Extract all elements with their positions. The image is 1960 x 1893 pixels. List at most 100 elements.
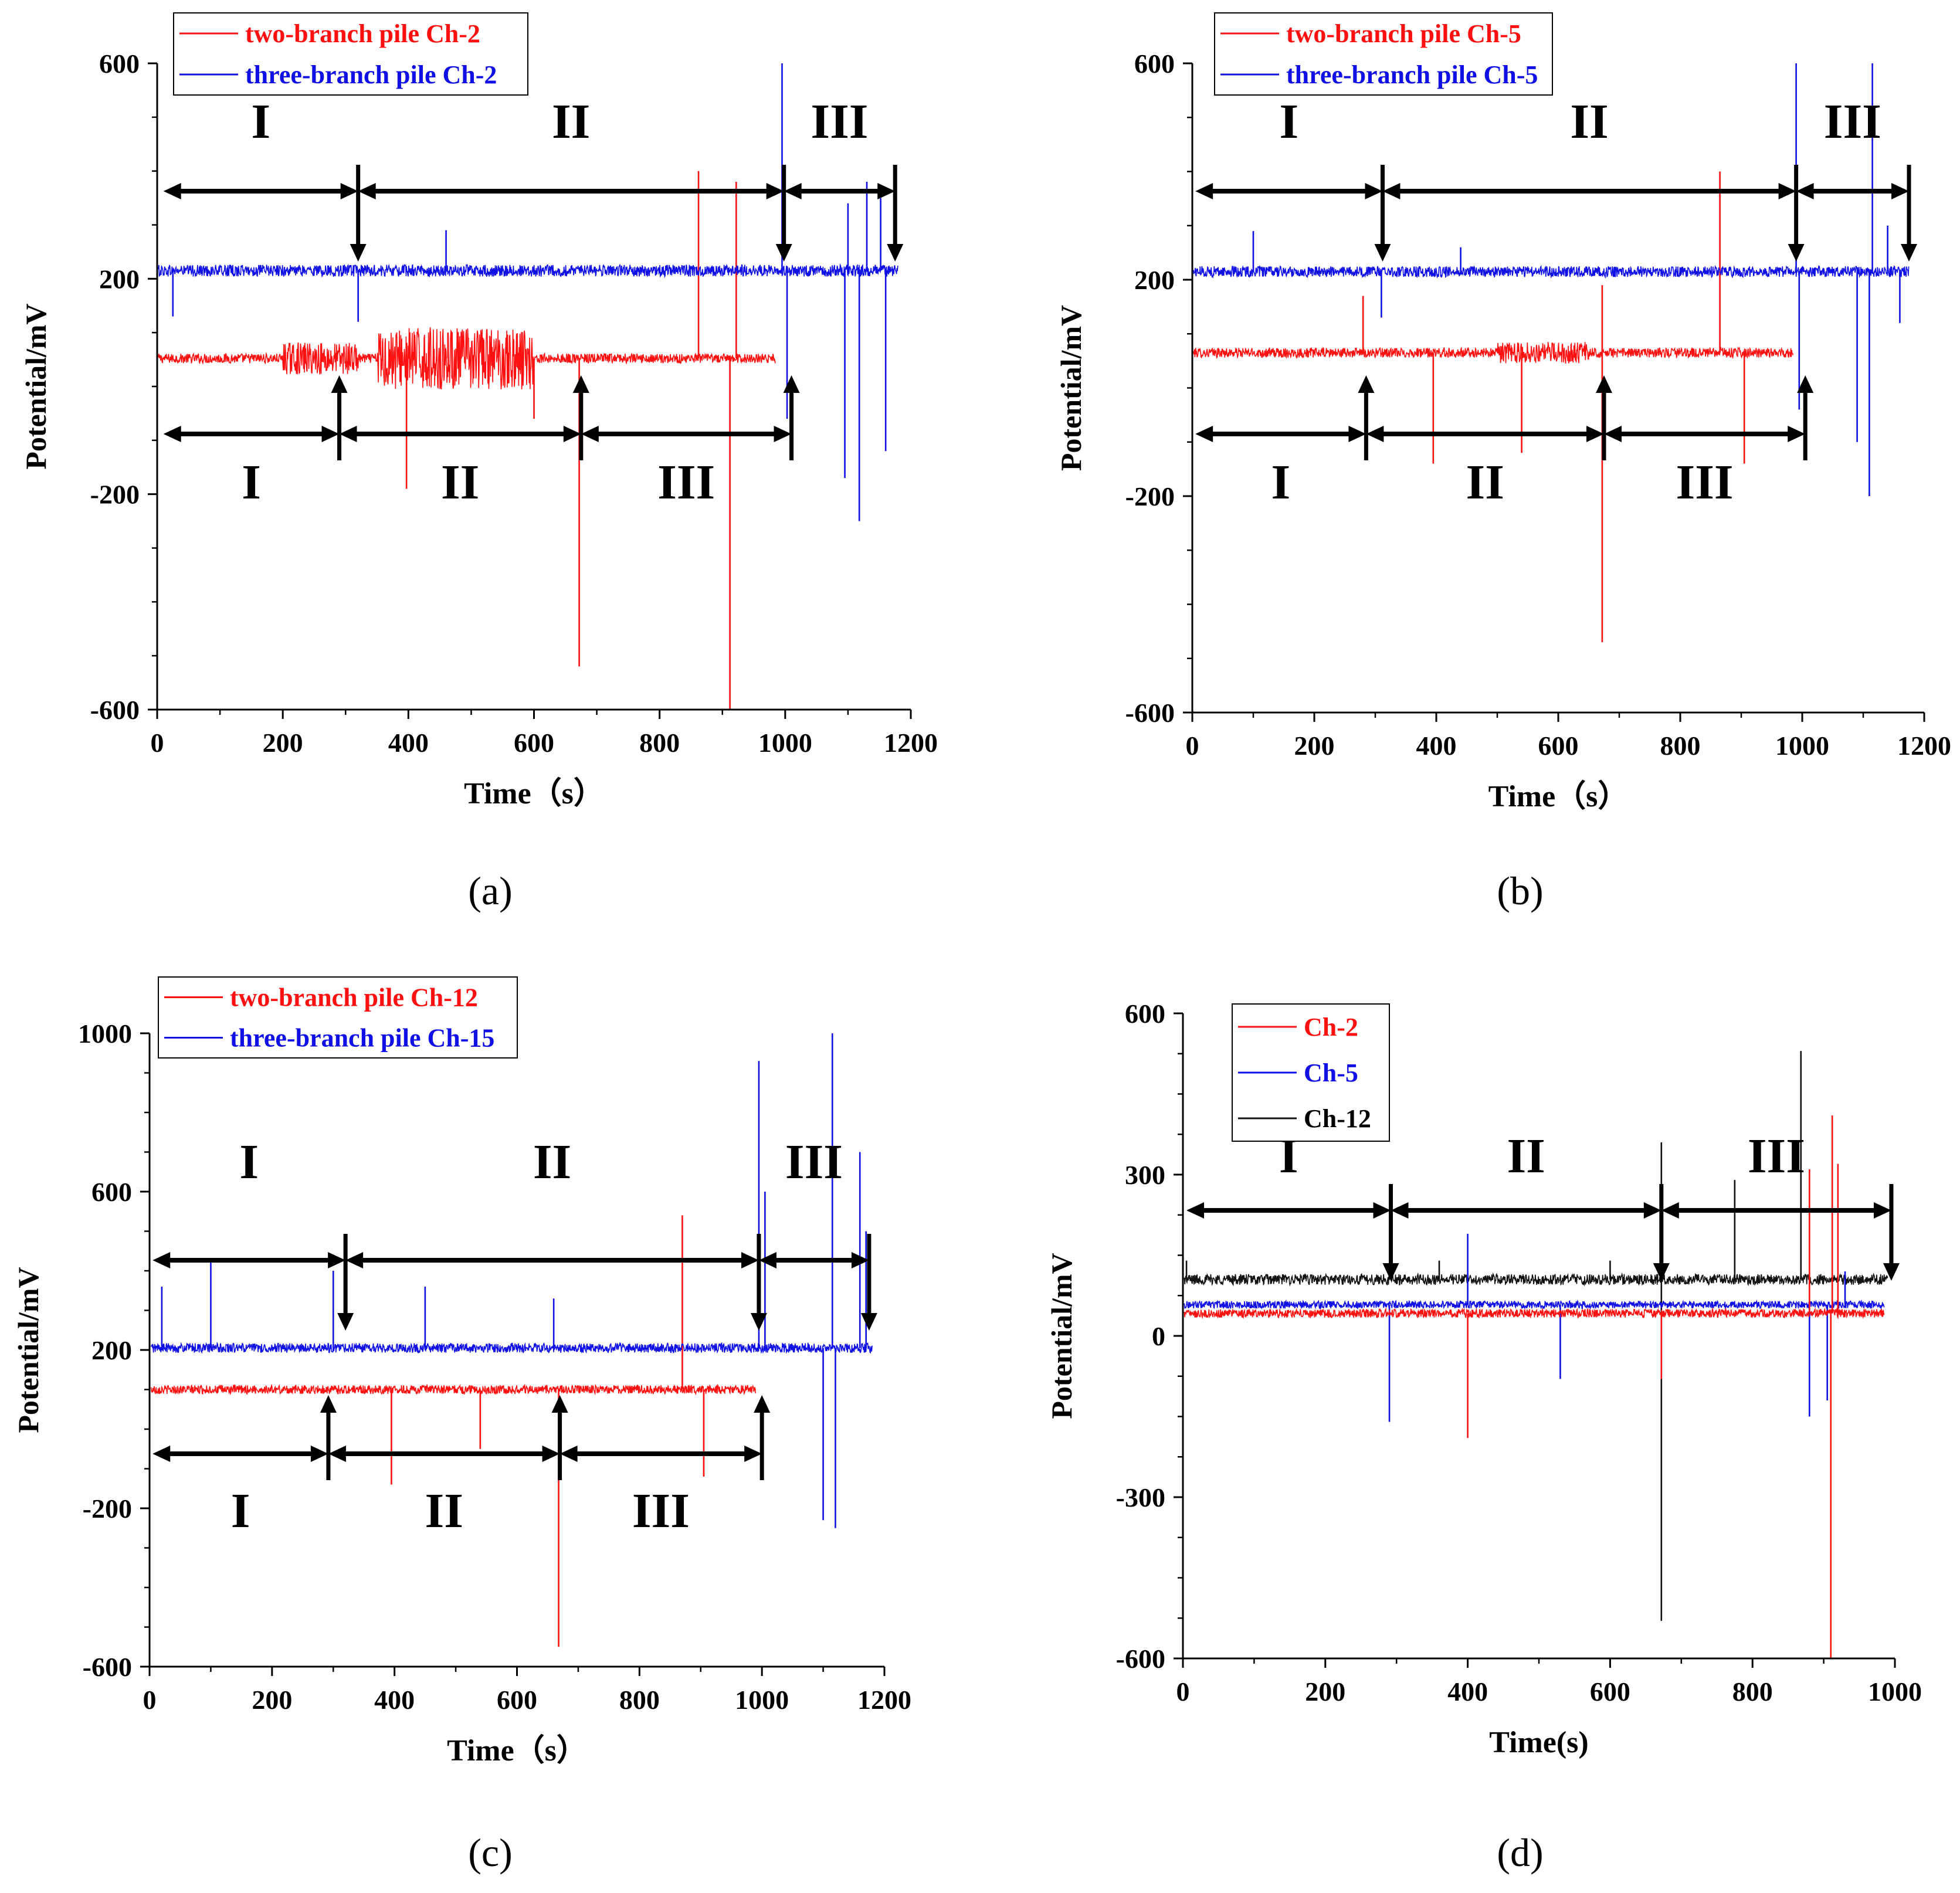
- x-axis-label: Time（s）: [447, 1733, 587, 1768]
- x-tick-label: 800: [1732, 1677, 1773, 1707]
- bottom-boundary-arrowhead: [1358, 375, 1375, 393]
- top-arrowhead-left: [1195, 183, 1213, 199]
- legend-label: two-branch pile Ch-2: [245, 19, 480, 48]
- y-tick-label: 600: [91, 1177, 132, 1207]
- bottom-arrowhead-left: [163, 426, 181, 442]
- legend-label: Ch-12: [1304, 1104, 1371, 1133]
- caption-c: (c): [468, 1830, 513, 1875]
- top-arrowhead-right: [851, 1252, 869, 1268]
- bottom-boundary-arrowhead: [320, 1395, 337, 1413]
- top-arrowhead-right: [1778, 183, 1796, 199]
- bottom-boundary-arrowhead: [754, 1395, 771, 1413]
- x-tick-label: 400: [374, 1685, 415, 1715]
- top-boundary-arrowhead: [775, 244, 792, 262]
- top-arrowhead-right: [340, 183, 358, 199]
- bottom-boundary-arrowhead: [331, 375, 348, 393]
- bottom-arrowhead-right: [310, 1446, 328, 1462]
- top-arrowhead-right: [1873, 1202, 1891, 1219]
- x-tick-label: 1000: [1775, 731, 1829, 761]
- bottom-stage-label: II: [1466, 455, 1504, 510]
- top-stage-label: III: [785, 1135, 843, 1189]
- top-arrowhead-left: [345, 1252, 364, 1268]
- y-tick-label: -300: [1116, 1482, 1165, 1512]
- x-tick-label: 600: [1538, 731, 1579, 761]
- y-tick-label: 0: [1152, 1321, 1165, 1351]
- bottom-stage-label: I: [231, 1484, 250, 1538]
- top-arrowhead-left: [358, 183, 376, 199]
- series-line-1: [1184, 1272, 1888, 1287]
- top-arrowhead-right: [1891, 183, 1909, 199]
- caption-d: (d): [1497, 1830, 1544, 1875]
- bottom-stage-label: I: [242, 455, 261, 510]
- series-line-2: [1184, 1299, 1885, 1310]
- series-line-2: [150, 1341, 873, 1354]
- x-axis-label: Time（s）: [1488, 779, 1629, 813]
- bottom-stage-label: II: [425, 1484, 463, 1538]
- x-tick-label: 800: [639, 728, 680, 758]
- legend-label: two-branch pile Ch-12: [230, 983, 478, 1012]
- top-boundary-arrowhead: [1653, 1263, 1670, 1281]
- y-tick-label: 600: [1125, 999, 1165, 1029]
- y-tick-label: 600: [1134, 49, 1175, 79]
- y-tick-label: -200: [83, 1494, 132, 1524]
- y-tick-label: 200: [1134, 265, 1175, 295]
- y-tick-label: 600: [99, 49, 140, 79]
- top-boundary-arrowhead: [337, 1313, 354, 1331]
- bottom-stage-label: I: [1271, 455, 1290, 510]
- x-tick-label: 0: [1176, 1677, 1190, 1707]
- bottom-arrowhead-left: [328, 1446, 346, 1462]
- top-arrowhead-left: [163, 183, 181, 199]
- x-tick-label: 200: [263, 728, 303, 758]
- top-stage-label: III: [1824, 94, 1881, 149]
- top-boundary-arrowhead: [1374, 244, 1391, 262]
- bottom-stage-label: III: [657, 455, 715, 510]
- bottom-boundary-arrowhead: [572, 375, 589, 393]
- x-axis-label: Time(s): [1489, 1726, 1588, 1759]
- top-arrowhead-left: [758, 1252, 776, 1268]
- legend-label: two-branch pile Ch-5: [1286, 19, 1521, 48]
- top-boundary-arrowhead: [860, 1313, 877, 1331]
- x-tick-label: 400: [1447, 1677, 1488, 1707]
- y-tick-label: 200: [91, 1335, 132, 1365]
- top-stage-label: II: [552, 94, 590, 149]
- panel-b: 0 200 400 600 800 1000 1200 -600 -200 200 600 Time（…: [980, 0, 1960, 859]
- top-stage-label: III: [811, 94, 868, 149]
- x-tick-label: 0: [143, 1685, 157, 1715]
- top-arrowhead-right: [1373, 1202, 1391, 1219]
- bottom-arrowhead-right: [321, 426, 340, 442]
- legend-label: three-branch pile Ch-15: [230, 1024, 494, 1053]
- top-boundary-arrowhead: [1382, 1263, 1399, 1281]
- y-tick-label: -600: [83, 1652, 132, 1682]
- caption-b: (b): [1497, 869, 1544, 913]
- y-axis-label: Potential/mV: [12, 1267, 45, 1433]
- x-tick-label: 600: [514, 728, 554, 758]
- chart-d: 0 200 400 600 800 1000-600-3000300600Time(s)P…: [1045, 999, 1922, 1759]
- bottom-arrowhead-right: [744, 1446, 762, 1462]
- x-tick-label: 0: [151, 728, 164, 758]
- legend-box: [158, 976, 518, 1059]
- y-tick-label: -200: [90, 480, 140, 510]
- top-boundary-arrowhead: [350, 244, 367, 262]
- chart-b: 0 200 400 600 800 1000 1200 -600 -200 200 600 Time（…: [1054, 12, 1951, 813]
- top-stage-label: II: [1507, 1129, 1545, 1183]
- y-tick-label: -600: [90, 695, 140, 725]
- top-boundary-arrowhead: [1901, 244, 1917, 262]
- chart-a: 0 200 400 600 800 1000 1200 -600 -200 200 600 Time（…: [19, 12, 938, 810]
- y-axis-label: Potential/mV: [1054, 305, 1087, 471]
- bottom-arrowhead-left: [1195, 426, 1213, 442]
- legend-label: three-branch pile Ch-5: [1286, 60, 1538, 89]
- y-tick-label: -200: [1125, 481, 1175, 511]
- top-stage-label: I: [251, 94, 270, 149]
- bottom-arrowhead-right: [1348, 426, 1366, 442]
- top-arrowhead-left: [1382, 183, 1401, 199]
- top-arrowhead-left: [152, 1252, 171, 1268]
- x-tick-label: 200: [1305, 1677, 1345, 1707]
- legend-box: [173, 12, 528, 96]
- top-stage-label: II: [533, 1135, 571, 1189]
- bottom-arrowhead-right: [1788, 426, 1806, 442]
- x-tick-label: 400: [388, 728, 429, 758]
- bottom-stage-label: II: [441, 455, 479, 510]
- series-line-2: [158, 263, 898, 279]
- legend-label: Ch-2: [1304, 1013, 1358, 1042]
- bottom-stage-label: III: [1676, 455, 1734, 510]
